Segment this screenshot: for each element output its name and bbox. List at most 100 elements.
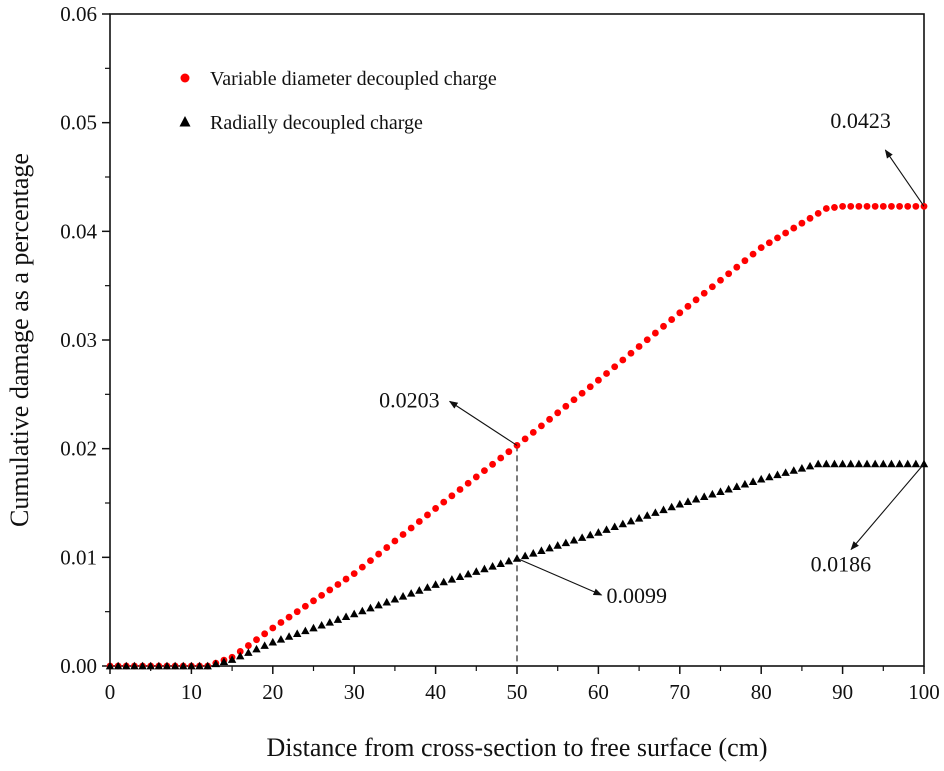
series-radially-decoupled-point	[919, 459, 929, 468]
series-radially-decoupled-point	[130, 661, 139, 670]
series-variable-diameter-point	[798, 219, 806, 227]
series-radially-decoupled-point	[789, 466, 798, 474]
series-radially-decoupled-point	[170, 661, 180, 670]
series-radially-decoupled-point	[545, 543, 554, 552]
series-variable-diameter-point	[538, 422, 545, 430]
annotation-0-0203: 0.0203	[379, 387, 518, 446]
series-variable-diameter-point	[619, 356, 627, 364]
series-radially-decoupled-point	[569, 535, 579, 544]
series-radially-decoupled-point	[423, 583, 432, 591]
series-variable-diameter-point	[879, 202, 887, 210]
annotation-arrow	[884, 149, 925, 207]
series-radially-decoupled-point	[683, 497, 693, 505]
series-radially-decoupled-point	[781, 468, 790, 476]
series-radially-decoupled-point	[887, 459, 896, 468]
series-variable-diameter-point	[692, 296, 700, 304]
series-variable-diameter-point	[855, 202, 863, 210]
series-radially-decoupled-point	[472, 567, 481, 575]
series-variable-diameter-point	[863, 202, 871, 210]
y-tick-label: 0.04	[60, 219, 97, 243]
series-variable-diameter-point	[375, 550, 383, 558]
series-radially-decoupled-point	[358, 606, 367, 615]
series-radially-decoupled-point	[602, 525, 611, 533]
series-radially-decoupled-point	[862, 459, 872, 468]
series-variable-diameter-point	[334, 581, 342, 588]
series-radially-decoupled-point	[577, 533, 587, 541]
series-radially-decoupled-point	[268, 637, 277, 646]
series-variable-diameter-point	[261, 630, 269, 638]
series-variable-diameter-point	[318, 591, 326, 599]
series-radially-decoupled-point	[520, 551, 530, 560]
series-radially-decoupled-point	[854, 459, 864, 468]
legend-marker-triangle	[179, 116, 191, 127]
annotation-label: 0.0186	[811, 551, 872, 576]
x-tick-label: 60	[588, 680, 609, 704]
series-radially-decoupled-point	[162, 661, 172, 670]
y-axis-title: Cumulative damage as a percentage	[5, 153, 34, 527]
series-radially-decoupled-point	[700, 492, 709, 500]
series-variable-diameter-point	[643, 336, 651, 344]
series-variable-diameter-point	[489, 460, 496, 468]
y-tick-label: 0.00	[60, 654, 97, 678]
x-tick-label: 30	[344, 680, 365, 704]
series-variable-diameter-point	[407, 524, 415, 532]
series-radially-decoupled-point	[113, 661, 123, 670]
x-tick-label: 10	[181, 680, 202, 704]
series-radially-decoupled-point	[797, 464, 807, 472]
series-variable-diameter-point	[521, 435, 529, 443]
series-radially-decoupled-point	[496, 559, 505, 567]
series-variable-diameter-point	[822, 205, 830, 212]
series-variable-diameter-point	[472, 473, 480, 481]
series-variable-diameter-point	[814, 210, 822, 217]
series-variable-diameter-point	[627, 349, 635, 357]
series-variable-diameter-point	[888, 202, 895, 210]
series-radially-decoupled-point	[455, 572, 465, 581]
series-variable-diameter-point	[725, 270, 733, 278]
x-tick-label: 0	[105, 680, 116, 704]
series-variable-diameter-point	[831, 204, 838, 211]
series-radially-decoupled-point	[488, 562, 497, 570]
series-radially-decoupled-point	[879, 459, 888, 468]
legend-label: Variable diameter decoupled charge	[210, 68, 497, 90]
x-tick-label: 100	[908, 680, 940, 704]
series-radially-decoupled-point	[610, 522, 619, 531]
series-radially-decoupled-point	[406, 589, 416, 597]
series-variable-diameter-point	[635, 343, 643, 350]
series-variable-diameter-point	[595, 376, 602, 384]
series-radially-decoupled-point	[219, 657, 229, 666]
series-variable-diameter-point	[912, 202, 920, 210]
series-variable-diameter-point	[448, 492, 456, 500]
series-variable-diameter-point	[757, 244, 765, 252]
series-radially-decoupled-point	[740, 479, 750, 488]
series-variable-diameter-point	[570, 396, 578, 404]
series-radially-decoupled-point	[838, 459, 847, 468]
series-radially-decoupled-point	[203, 661, 212, 670]
series-variable-diameter-point	[367, 557, 374, 564]
series-variable-diameter-point	[847, 202, 855, 210]
series-radially-decoupled-point	[480, 564, 489, 573]
series-radially-decoupled-point	[716, 487, 725, 495]
plot-area: 0 10 20 30 40 50 60 70 80 90 100 0.00 0.01 0.02 0.03 0.…	[5, 2, 940, 762]
series-variable-diameter-point	[424, 511, 431, 519]
series-variable-diameter-point	[684, 302, 692, 310]
series-variable-diameter-point	[505, 448, 513, 456]
annotation-0-0423: 0.0423	[830, 108, 925, 207]
series-radially-decoupled-point	[675, 499, 684, 508]
x-tick-label: 90	[832, 680, 853, 704]
series-variable-diameter-point	[456, 486, 464, 493]
series-radially-decoupled-point	[227, 655, 237, 663]
series-radially-decoupled-point	[211, 659, 221, 668]
series-variable-diameter-point	[774, 234, 781, 242]
annotation-label: 0.0203	[379, 387, 440, 412]
series-radially-decoupled-point	[415, 586, 424, 594]
series-radially-decoupled-point	[260, 641, 269, 649]
series-variable-diameter-point	[562, 402, 570, 410]
series-variable-diameter-point	[244, 642, 252, 649]
series-variable-diameter-point	[277, 619, 285, 626]
series-radially-decoupled-point	[586, 530, 595, 539]
series-radially-decoupled-point	[317, 620, 326, 629]
series-radially-decoupled-point	[561, 538, 571, 547]
series-radially-decoupled-point	[122, 661, 131, 670]
series-variable-diameter-point	[253, 636, 260, 644]
series-radially-decoupled-point	[431, 580, 440, 588]
